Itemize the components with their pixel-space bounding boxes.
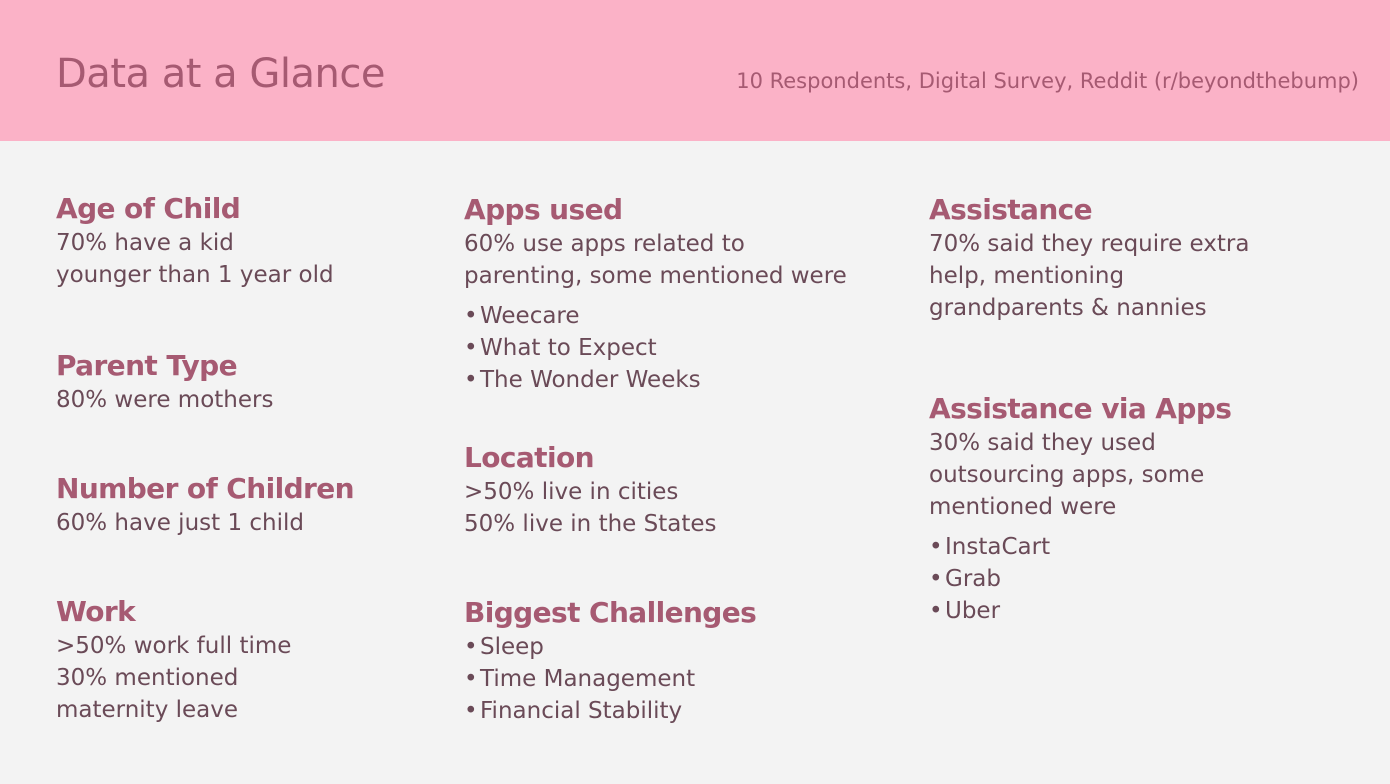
list-item: What to Expect: [464, 332, 847, 364]
section-heading: Assistance via Apps: [929, 392, 1232, 425]
section-text: 30% mentioned: [56, 665, 239, 691]
section-heading: Assistance: [929, 193, 1093, 226]
apps-list: Weecare What to Expect The Wonder Weeks: [464, 300, 847, 396]
section-text: 80% were mothers: [56, 387, 274, 413]
section-heading: Parent Type: [56, 349, 238, 382]
list-item: Grab: [929, 563, 1231, 595]
section-text: parenting, some mentioned were: [464, 263, 847, 289]
section-text: maternity leave: [56, 697, 239, 723]
list-item: Sleep: [464, 631, 756, 663]
list-item: Time Management: [464, 663, 756, 695]
section-text: younger than 1 year old: [56, 262, 334, 288]
outsourcing-apps-list: InstaCart Grab Uber: [929, 531, 1231, 627]
header-banner: Data at a Glance 10 Respondents, Digital…: [0, 0, 1390, 141]
section-assistance: Assistance 70% said they require extra h…: [929, 192, 1249, 324]
section-apps-used: Apps used 60% use apps related to parent…: [464, 192, 847, 396]
section-text: mentioned were: [929, 494, 1117, 520]
section-text: outsourcing apps, some: [929, 462, 1205, 488]
list-item: Weecare: [464, 300, 847, 332]
section-age-of-child: Age of Child 70% have a kid younger than…: [56, 191, 334, 291]
list-item: Financial Stability: [464, 695, 756, 727]
section-text: 60% have just 1 child: [56, 510, 305, 536]
challenges-list: Sleep Time Management Financial Stabilit…: [464, 631, 756, 727]
list-item: InstaCart: [929, 531, 1231, 563]
section-text: grandparents & nannies: [929, 295, 1207, 321]
section-text: >50% live in cities: [464, 479, 679, 505]
page-title: Data at a Glance: [56, 51, 385, 97]
section-work: Work >50% work full time 30% mentioned m…: [56, 594, 291, 726]
section-text: help, mentioning: [929, 263, 1125, 289]
section-text: 70% have a kid: [56, 230, 234, 256]
section-text: 50% live in the States: [464, 511, 717, 537]
section-heading: Number of Children: [56, 472, 355, 505]
section-heading: Apps used: [464, 193, 623, 226]
section-text: 30% said they used: [929, 430, 1156, 456]
section-text: 60% use apps related to: [464, 231, 745, 257]
section-biggest-challenges: Biggest Challenges Sleep Time Management…: [464, 595, 757, 727]
section-text: >50% work full time: [56, 633, 292, 659]
page-subtitle: 10 Respondents, Digital Survey, Reddit (…: [736, 69, 1359, 93]
section-heading: Work: [56, 595, 136, 628]
section-parent-type: Parent Type 80% were mothers: [56, 348, 273, 416]
section-heading: Location: [464, 441, 595, 474]
list-item: Uber: [929, 595, 1231, 627]
section-text: 70% said they require extra: [929, 231, 1250, 257]
list-item: The Wonder Weeks: [464, 364, 847, 396]
section-heading: Age of Child: [56, 192, 241, 225]
section-assistance-via-apps: Assistance via Apps 30% said they used o…: [929, 391, 1232, 627]
section-heading: Biggest Challenges: [464, 596, 757, 629]
section-location: Location >50% live in cities 50% live in…: [464, 440, 716, 540]
section-number-of-children: Number of Children 60% have just 1 child: [56, 471, 355, 539]
